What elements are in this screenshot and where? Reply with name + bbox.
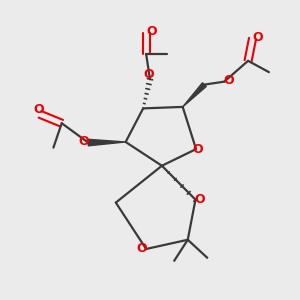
- Text: O: O: [223, 74, 234, 87]
- Text: O: O: [79, 136, 89, 148]
- Text: O: O: [33, 103, 44, 116]
- Polygon shape: [88, 139, 126, 146]
- Text: O: O: [143, 68, 154, 81]
- Text: O: O: [193, 143, 203, 156]
- Polygon shape: [183, 83, 206, 107]
- Text: O: O: [253, 31, 263, 44]
- Text: O: O: [147, 25, 158, 38]
- Text: O: O: [194, 193, 205, 206]
- Text: O: O: [137, 242, 147, 256]
